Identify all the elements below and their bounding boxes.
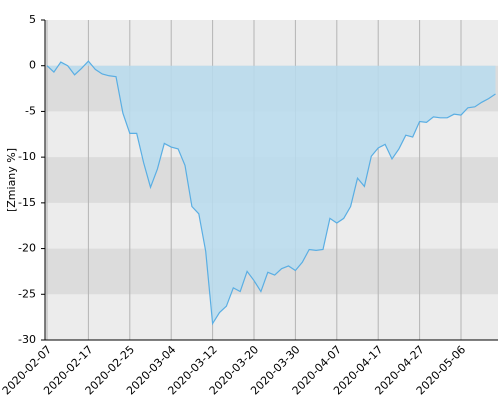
y-tick-label: 5: [29, 13, 36, 26]
y-tick-label: -5: [25, 104, 36, 117]
y-tick-label: 0: [29, 59, 36, 72]
y-tick-label: -15: [18, 196, 36, 209]
area: [47, 61, 496, 324]
line: [46, 60, 496, 326]
y-tick-label: -10: [18, 150, 36, 163]
y-axis-label: [Zmiany %]: [5, 148, 18, 212]
y-tick-label: -25: [18, 287, 36, 300]
y-tick-label: -30: [18, 333, 36, 346]
y-tick-label: -20: [18, 242, 36, 255]
